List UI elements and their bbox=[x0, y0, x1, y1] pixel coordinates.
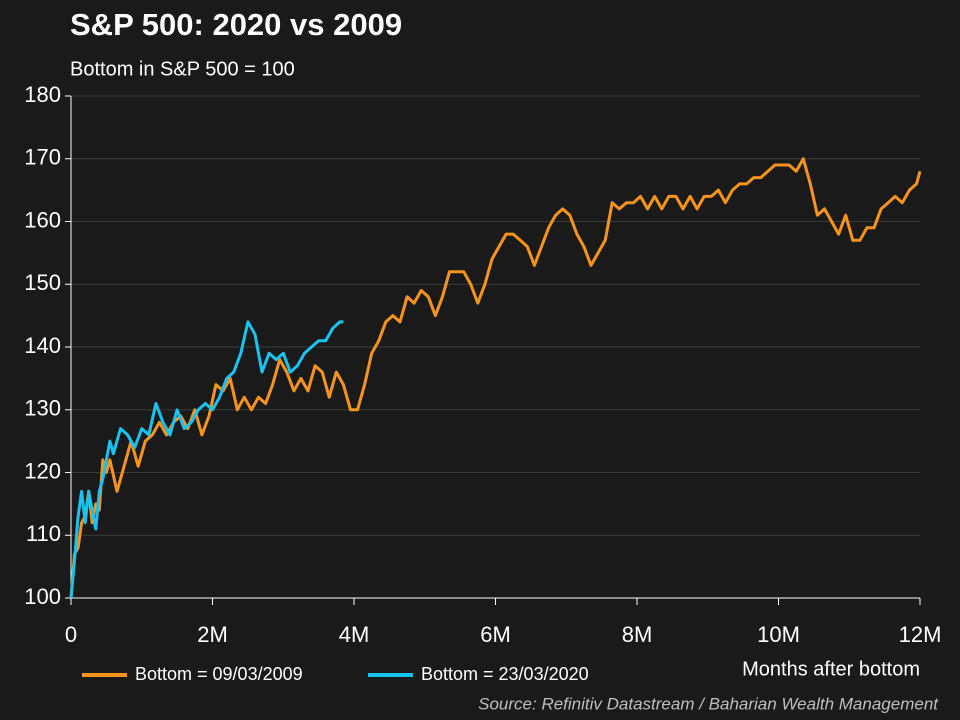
chart-title: S&P 500: 2020 vs 2009 bbox=[70, 7, 402, 42]
x-axis-label: Months after bottom bbox=[742, 658, 920, 680]
source-note: Source: Refinitiv Datastream / Baharian … bbox=[478, 694, 939, 713]
y-tick-label: 170 bbox=[24, 145, 61, 170]
y-tick-label: 140 bbox=[24, 333, 61, 358]
x-tick-label: 0 bbox=[65, 622, 77, 647]
y-tick-label: 120 bbox=[24, 458, 61, 483]
y-tick-label: 180 bbox=[24, 82, 61, 107]
y-tick-label: 110 bbox=[26, 521, 61, 546]
x-tick-label: 6M bbox=[480, 622, 511, 647]
x-tick-label: 4M bbox=[339, 622, 370, 647]
x-tick-label: 8M bbox=[622, 622, 653, 647]
legend-label: Bottom = 23/03/2020 bbox=[421, 664, 589, 684]
legend-label: Bottom = 09/03/2009 bbox=[135, 664, 303, 684]
x-tick-label: 2M bbox=[197, 622, 228, 647]
chart-subtitle: Bottom in S&P 500 = 100 bbox=[70, 58, 295, 80]
x-tick-label: 10M bbox=[757, 622, 800, 647]
y-tick-label: 100 bbox=[24, 584, 61, 609]
y-tick-label: 150 bbox=[24, 270, 61, 295]
x-tick-label: 12M bbox=[899, 622, 942, 647]
y-tick-label: 160 bbox=[24, 207, 61, 232]
y-tick-label: 130 bbox=[24, 396, 61, 421]
series-line bbox=[69, 320, 344, 599]
